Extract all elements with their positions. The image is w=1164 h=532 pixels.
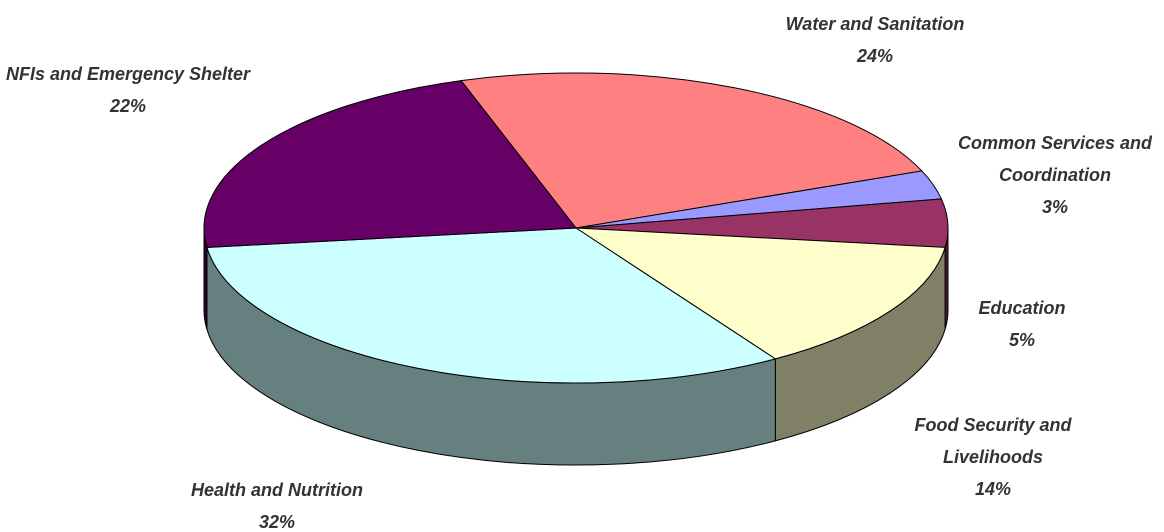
slice-label-value: 32% [258,512,296,532]
slice [206,227,777,384]
slice [460,72,923,229]
slice-label: Health and Nutrition 32% [127,474,427,532]
slice-label-name: Water and Sanitation [785,14,965,34]
slice-label-value: 22% [109,96,147,116]
slice [574,227,946,360]
slice-label-value: 14% [974,479,1012,499]
slice [203,80,577,248]
slice-label-name: Common Services and Coordination [957,133,1153,185]
slice-label-value: 5% [1008,330,1035,350]
slice-label: Education 5% [922,292,1122,356]
slice-label-name: Health and Nutrition [191,480,363,500]
slice-label-name: NFIs and Emergency Shelter [5,64,251,84]
slice-label: NFIs and Emergency Shelter 22% [3,58,253,122]
slice-label: Water and Sanitation 24% [725,8,1025,72]
slice-label-value: 24% [856,46,894,66]
slice-label-name: Education [978,298,1066,318]
slice-label-value: 3% [1041,197,1068,217]
slice-label-name: Food Security and Livelihoods [914,415,1072,467]
slice-label: Food Security and Livelihoods 14% [883,409,1103,505]
slice-label: Common Services and Coordination 3% [940,127,1164,223]
